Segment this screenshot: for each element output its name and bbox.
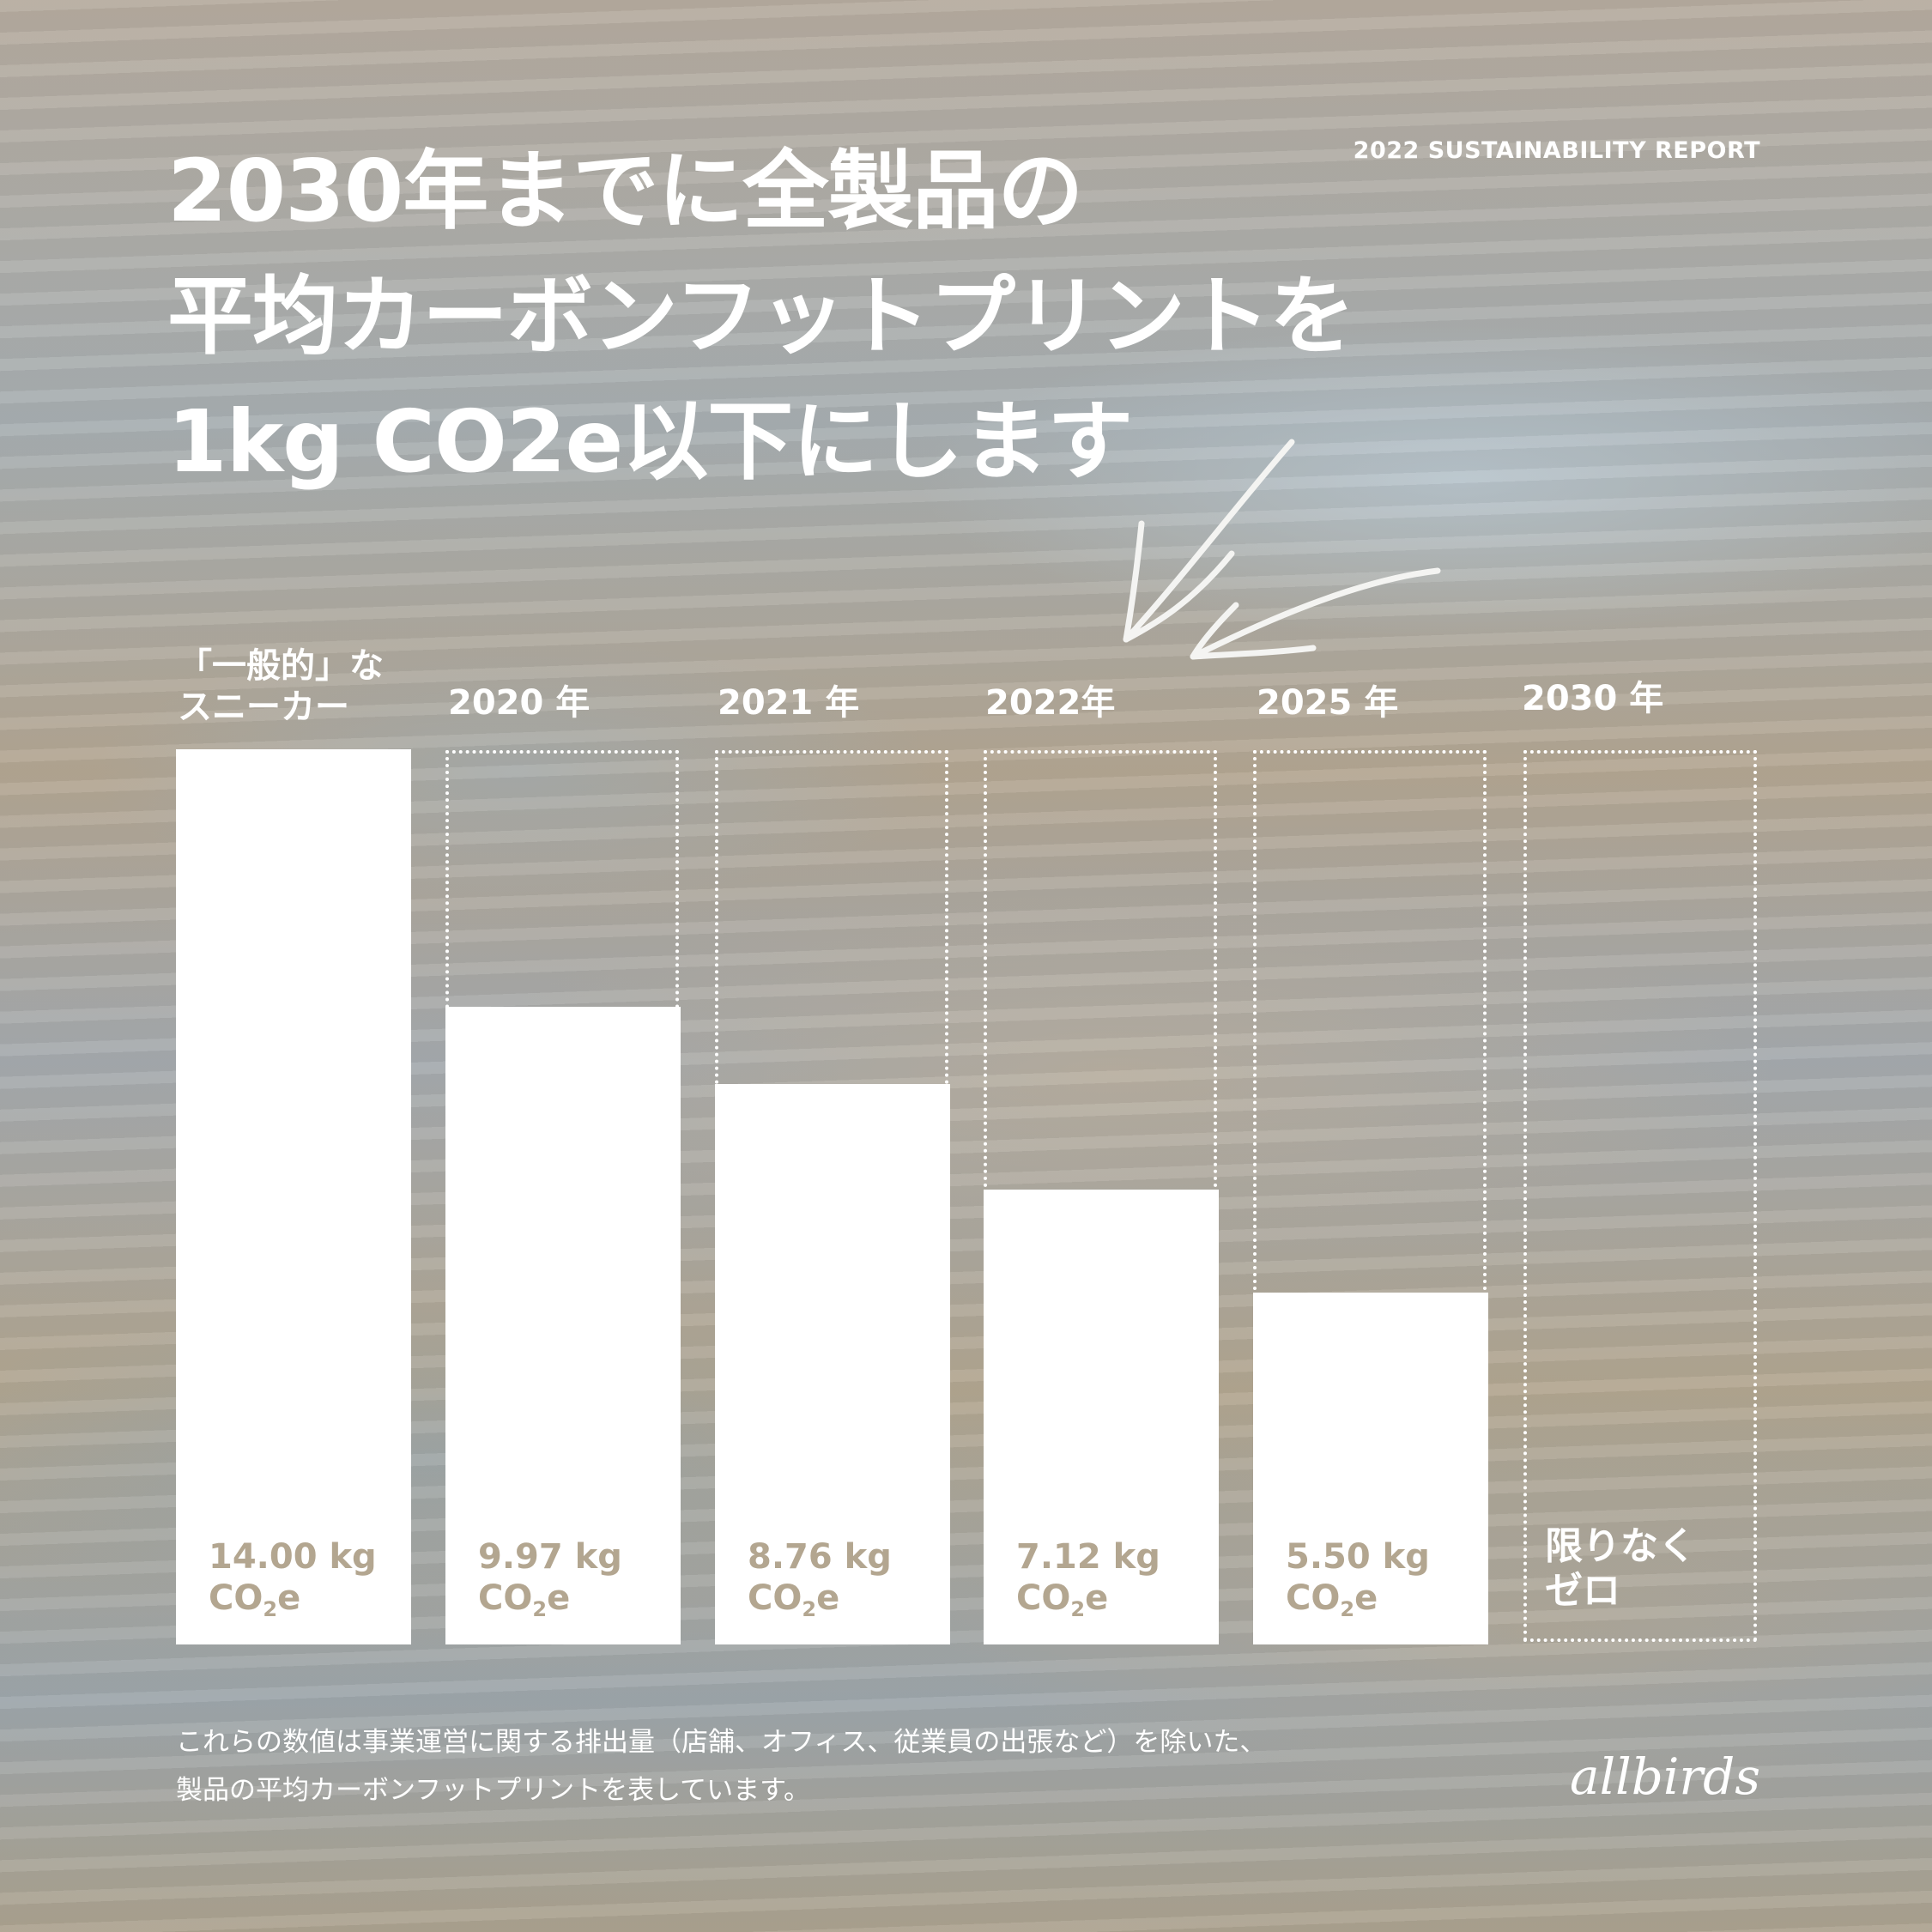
category-label: 2020 年 [448, 683, 591, 723]
bar [715, 1084, 950, 1644]
bar [445, 1007, 681, 1644]
report-label: 2022 SUSTAINABILITY REPORT [1353, 137, 1760, 164]
value-unit: CO2e [1016, 1578, 1109, 1621]
category-label: 2022年 [985, 683, 1116, 723]
zero-label: 限りなく ゼロ [1545, 1524, 1696, 1614]
value-label: 14.00 kg CO2e [209, 1536, 377, 1630]
category-label: 2030 年 [1522, 679, 1664, 718]
value-unit: CO2e [209, 1578, 301, 1621]
value-unit: CO2e [1286, 1578, 1378, 1621]
hand-drawn-arrows-icon [1123, 439, 1441, 660]
bar [984, 1190, 1219, 1644]
value-number: 8.76 kg [748, 1537, 892, 1577]
value-label: 9.97 kg CO2e [478, 1536, 622, 1630]
category-label-line: スニーカー [178, 687, 349, 727]
headline-line-1: 2030年までに全製品の [167, 141, 1083, 241]
category-label-line: 「一般的」な [178, 646, 384, 686]
footnote-line: これらの数値は事業運営に関する排出量（店舗、オフィス、従業員の出張など）を除いた… [176, 1727, 1267, 1758]
zero-label-line: ゼロ [1545, 1569, 1620, 1613]
bar [176, 749, 411, 1644]
bar [1253, 1293, 1488, 1644]
headline-line-2: 平均カーボンフットプリントを [167, 266, 1355, 366]
value-label: 5.50 kg CO2e [1286, 1536, 1430, 1630]
value-number: 5.50 kg [1286, 1537, 1430, 1577]
bar-outline [1523, 750, 1757, 1642]
headline: 2030年までに全製品の 平均カーボンフットプリントを 1kg CO2e以下にし… [167, 129, 1355, 505]
value-label: 7.12 kg CO2e [1016, 1536, 1160, 1630]
value-label: 8.76 kg CO2e [748, 1536, 892, 1630]
value-number: 9.97 kg [478, 1537, 622, 1577]
category-label: 「一般的」な スニーカー [178, 645, 384, 728]
zero-label-line: 限りなく [1545, 1524, 1696, 1568]
category-label: 2021 年 [718, 683, 860, 723]
value-number: 14.00 kg [209, 1537, 377, 1577]
value-unit: CO2e [478, 1578, 571, 1621]
footnote: これらの数値は事業運営に関する排出量（店舗、オフィス、従業員の出張など）を除いた… [176, 1718, 1266, 1814]
headline-line-3: 1kg CO2e以下にします [167, 391, 1133, 492]
category-label: 2025 年 [1257, 683, 1399, 723]
footnote-line: 製品の平均カーボンフットプリントを表しています。 [176, 1775, 811, 1806]
brand-logo: allbirds [1570, 1747, 1760, 1806]
value-unit: CO2e [748, 1578, 840, 1621]
value-number: 7.12 kg [1016, 1537, 1160, 1577]
